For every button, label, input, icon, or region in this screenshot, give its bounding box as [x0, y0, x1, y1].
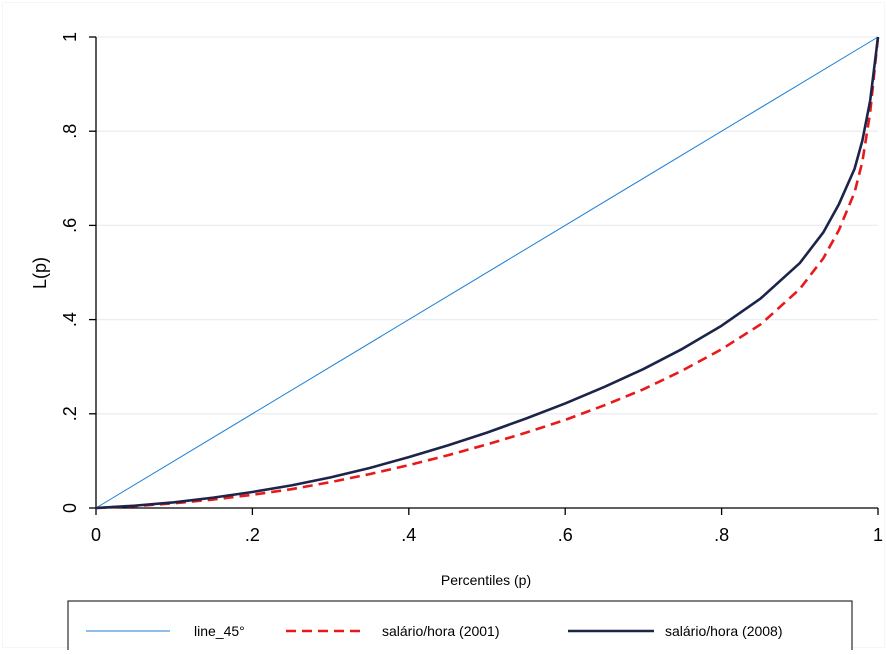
gridlines: [96, 36, 878, 415]
x-axis-label: Percentiles (p): [441, 572, 531, 588]
legend-box: [67, 600, 853, 655]
x-tick-label: 0: [91, 525, 101, 545]
series-line-2: [95, 36, 880, 510]
legend-label-1: salário/hora (2001): [382, 623, 500, 639]
x-tick-label: .2: [245, 525, 260, 545]
y-tick-label: 0: [60, 503, 80, 513]
x-tick-label: .8: [714, 525, 729, 545]
y-tick-label: .8: [60, 124, 80, 139]
legend: line_45° salário/hora (2001) salário/hora …: [67, 600, 853, 655]
y-tick-label: .6: [60, 218, 80, 233]
y-tick-label: .2: [60, 406, 80, 421]
series-lines: [95, 36, 880, 510]
legend-label-2: salário/hora (2008): [665, 623, 783, 639]
y-axis-label: L(p): [30, 257, 50, 289]
x-tick-label: .6: [558, 525, 573, 545]
y-tick-label: 1: [60, 32, 80, 42]
y-tick-label: .4: [60, 312, 80, 327]
series-line-0: [95, 36, 879, 509]
axes: 0 .2 .4 .6 .8 1 0 .2 .4 .6 .8 1: [60, 32, 883, 545]
legend-label-0: line_45°: [194, 623, 245, 639]
x-tick-label: .4: [401, 525, 416, 545]
x-tick-label: 1: [873, 525, 883, 545]
series-line-1: [95, 36, 880, 510]
